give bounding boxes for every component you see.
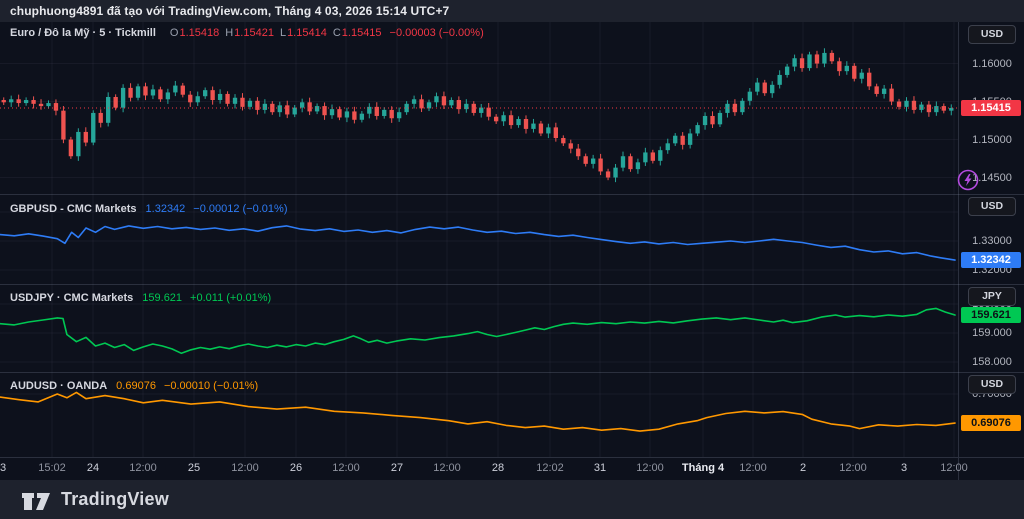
legend-eurusd[interactable]: Euro / Đô la Mỹ · 5 · Tickmill O1.15418 H1… xyxy=(10,27,484,39)
ohlc-close-key: C xyxy=(332,27,341,39)
time-label: 12:00 xyxy=(231,462,259,474)
footer: TradingView xyxy=(0,480,1024,519)
audusd-last-price-label: 0.69076 xyxy=(961,415,1021,432)
legend-usdjpy[interactable]: USDJPY · CMC Markets 159.621 +0.011 (+0.01… xyxy=(10,292,271,304)
time-label: 25 xyxy=(187,462,201,474)
time-label: 12:00 xyxy=(839,462,867,474)
time-label: 3 xyxy=(0,462,7,474)
ohlc-close-value: 1.15415 xyxy=(341,27,382,39)
price-tick-label: 1.14500 xyxy=(972,171,1012,184)
time-label: 12:00 xyxy=(433,462,461,474)
gbpusd-line-series xyxy=(0,225,956,261)
time-label: 12:00 xyxy=(129,462,157,474)
change-value: −0.00010 (−0.01%) xyxy=(163,380,259,392)
time-label: 12:00 xyxy=(636,462,664,474)
price-tick-label: 1.33000 xyxy=(972,235,1012,247)
chart-area[interactable]: Euro / Đô la Mỹ · 5 · Tickmill O1.15418 H1… xyxy=(0,22,1024,457)
time-label: 26 xyxy=(289,462,303,474)
ohlc-low-key: L xyxy=(279,27,287,39)
usdjpy-currency-button[interactable]: JPY xyxy=(968,287,1016,306)
price-tick-label: 159.000 xyxy=(972,327,1012,339)
time-label: 15:02 xyxy=(38,462,66,474)
time-label: 2 xyxy=(799,462,807,474)
legend-audusd[interactable]: AUDUSD · OANDA 0.69076 −0.00010 (−0.01%) xyxy=(10,380,258,392)
ohlc-open-key: O xyxy=(169,27,179,39)
time-label: 31 xyxy=(593,462,607,474)
eurusd-currency-button[interactable]: USD xyxy=(968,25,1016,44)
tradingview-wordmark[interactable]: TradingView xyxy=(61,489,169,509)
ohlc-open-value: 1.15418 xyxy=(179,27,220,39)
time-label: 12:00 xyxy=(332,462,360,474)
gbpusd-currency-button[interactable]: USD xyxy=(968,197,1016,216)
usdjpy-last-price-label: 159.621 xyxy=(961,306,1021,323)
audusd-currency-button[interactable]: USD xyxy=(968,375,1016,394)
time-label: 12:00 xyxy=(940,462,968,474)
boost-flash-icon[interactable] xyxy=(956,168,980,192)
time-label: 3 xyxy=(900,462,908,474)
time-label: 27 xyxy=(390,462,404,474)
symbol-title: AUDUSD · OANDA xyxy=(10,380,108,392)
time-label: 24 xyxy=(86,462,100,474)
legend-gbpusd[interactable]: GBPUSD - CMC Markets 1.32342 −0.00012 (−0.… xyxy=(10,203,287,215)
attribution-bar: chuphuong4891 đã tạo với TradingView.com… xyxy=(0,0,1024,22)
chart-canvas[interactable] xyxy=(0,22,1024,457)
audusd-line-series xyxy=(0,391,956,432)
last-value: 0.69076 xyxy=(116,380,156,392)
price-scale[interactable]: 1.160001.155001.150001.145001.15415USD1.… xyxy=(958,22,1024,457)
price-tick-label: 1.15000 xyxy=(972,133,1012,146)
ohlc-high-value: 1.15421 xyxy=(234,27,274,39)
price-tick-label: 1.16000 xyxy=(972,57,1012,70)
change-value: −0.00003 (−0.00%) xyxy=(389,27,484,39)
time-label: 12:02 xyxy=(536,462,564,474)
time-label: 28 xyxy=(491,462,505,474)
ohlc-high-key: H xyxy=(225,27,234,39)
symbol-title: Euro / Đô la Mỹ · 5 · Tickmill xyxy=(10,27,156,39)
eurusd-last-price-label: 1.15415 xyxy=(961,100,1021,116)
time-label: Tháng 4 xyxy=(681,462,725,474)
symbol-title: GBPUSD - CMC Markets xyxy=(10,203,137,215)
price-tick-label: 158.000 xyxy=(972,355,1012,368)
gbpusd-last-price-label: 1.32342 xyxy=(961,252,1021,269)
usdjpy-line-series xyxy=(0,307,956,355)
ohlc-low-value: 1.15414 xyxy=(287,27,327,39)
time-axis[interactable]: 3 15:02 24 12:00 25 12:00 26 12:00 27 12:00 28 12:0… xyxy=(0,457,1024,481)
eurusd-candlestick-series xyxy=(1,48,954,183)
change-value: +0.011 (+0.01%) xyxy=(190,292,272,304)
time-label: 12:00 xyxy=(739,462,767,474)
axis-separator xyxy=(958,458,959,481)
symbol-title: USDJPY · CMC Markets xyxy=(10,292,134,304)
attribution-text: chuphuong4891 đã tạo với TradingView.com… xyxy=(10,4,450,18)
change-value: −0.00012 (−0.01%) xyxy=(193,203,288,215)
last-value: 1.32342 xyxy=(145,203,186,215)
last-value: 159.621 xyxy=(142,292,183,304)
tradingview-logo-icon[interactable] xyxy=(20,486,52,514)
